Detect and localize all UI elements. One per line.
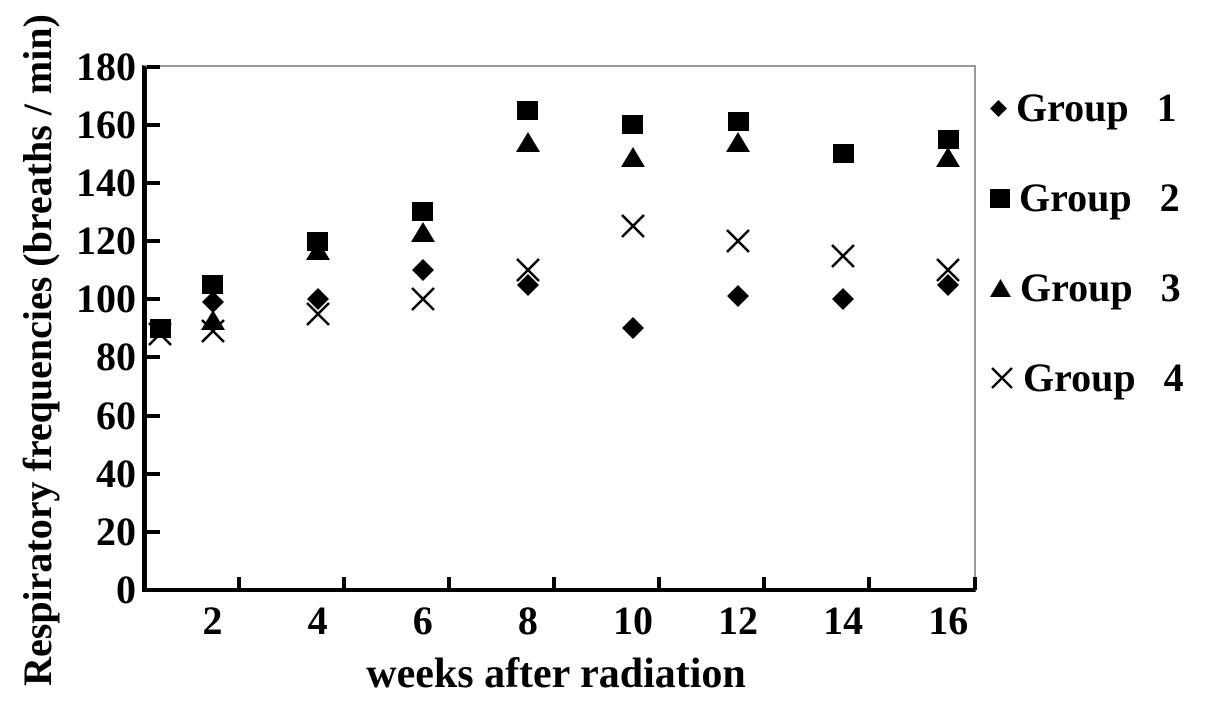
data-point-group-1 (621, 317, 644, 340)
data-point-group-4 (515, 257, 541, 283)
y-axis-tick (147, 122, 160, 127)
data-point-group-4 (830, 243, 856, 269)
y-axis-tick (147, 239, 160, 243)
data-point-group-2 (307, 231, 329, 251)
y-tick-label: 160 (76, 101, 136, 147)
diamond-icon (990, 99, 1007, 117)
data-point-group-2 (727, 112, 749, 132)
legend-number: 4 (1163, 355, 1184, 400)
x-tick-label: 4 (307, 598, 328, 643)
y-axis-tick (147, 64, 160, 69)
data-point-group-2 (517, 100, 539, 120)
data-point-group-3 (515, 132, 540, 153)
data-point-group-4 (620, 213, 646, 239)
legend-item-group-1: Group 1 (990, 84, 1205, 132)
data-point-group-1 (832, 288, 855, 311)
legend-number: 2 (1159, 175, 1180, 220)
data-point-group-2 (412, 202, 434, 222)
y-tick-label: 40 (96, 450, 136, 496)
y-tick-label: 80 (96, 334, 136, 380)
x-tick-label: 12 (718, 598, 759, 643)
data-point-group-1 (411, 259, 434, 282)
x-axis-tick (341, 577, 346, 590)
y-axis-tick (147, 180, 160, 185)
legend-label: Group (1020, 265, 1133, 310)
x-axis-tick (552, 577, 557, 590)
x-axis-tick (972, 577, 977, 590)
legend-label: Group (1023, 355, 1136, 400)
x-tick-label: 8 (517, 598, 538, 643)
legend: Group 1 Group 2 Group 3 Group 4 (990, 0, 1205, 704)
legend-label: Group (1016, 85, 1129, 130)
x-axis-tick (236, 577, 241, 590)
data-point-group-4 (410, 286, 436, 312)
y-axis-tick (147, 297, 160, 302)
legend-number: 1 (1156, 85, 1177, 130)
x-tick-label: 10 (612, 598, 653, 643)
x-axis-tick (762, 577, 767, 590)
data-point-group-3 (620, 146, 645, 167)
legend-item-group-3: Group 3 (990, 264, 1205, 312)
square-icon (990, 188, 1010, 208)
x-tick-label: 6 (412, 598, 433, 643)
data-point-group-4 (725, 228, 751, 254)
data-point-group-2 (622, 115, 644, 135)
y-tick-label: 180 (76, 43, 136, 89)
data-point-group-4 (305, 301, 331, 327)
data-point-group-2 (149, 318, 171, 338)
y-axis-tick (147, 355, 160, 360)
data-point-group-1 (727, 285, 750, 308)
y-axis-tick (147, 529, 160, 534)
legend-item-group-2: Group 2 (990, 174, 1205, 222)
data-point-group-2 (202, 275, 224, 295)
x-axis-tick (867, 577, 872, 590)
data-point-group-2 (832, 144, 854, 164)
data-point-group-3 (410, 222, 435, 243)
data-point-group-1 (306, 288, 329, 311)
data-point-group-3 (200, 309, 225, 330)
data-point-group-2 (937, 129, 959, 149)
x-axis-tick (447, 577, 452, 590)
triangle-icon (990, 279, 1011, 297)
x-tick-label: 16 (928, 598, 969, 643)
x-axis-title: weeks after radiation (366, 651, 746, 697)
y-tick-label: 20 (96, 508, 136, 554)
legend-item-group-4: Group 4 (990, 354, 1205, 402)
x-tick-label: 2 (202, 598, 223, 643)
data-point-group-3 (726, 132, 751, 153)
y-tick-label: 0 (116, 567, 136, 612)
x-axis-tick (657, 577, 662, 590)
data-point-group-3 (936, 146, 961, 167)
y-tick-label: 120 (76, 218, 136, 263)
data-point-group-1 (201, 291, 224, 314)
y-axis-tick (147, 471, 160, 476)
data-point-group-4 (935, 257, 961, 283)
y-tick-label: 140 (76, 159, 136, 205)
x-tick-label: 14 (823, 598, 864, 643)
legend-label: Group (1019, 175, 1132, 220)
data-point-group-1 (937, 273, 960, 296)
y-axis-tick (147, 413, 160, 418)
legend-number: 3 (1160, 265, 1181, 310)
x-icon (990, 366, 1014, 390)
y-tick-label: 100 (76, 276, 136, 322)
y-tick-label: 60 (96, 392, 136, 438)
data-point-group-1 (516, 273, 539, 296)
